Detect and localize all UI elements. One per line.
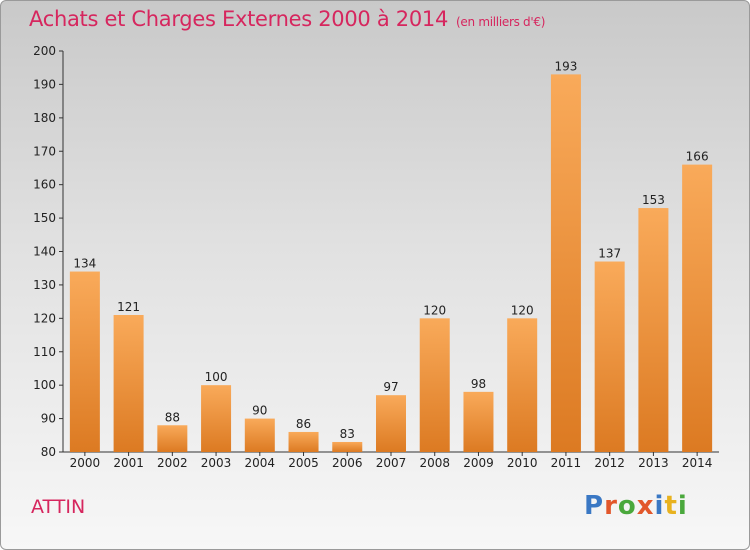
y-tick-label: 170 — [33, 144, 56, 158]
data-label: 100 — [205, 370, 228, 384]
x-tick-label: 2006 — [332, 456, 363, 470]
x-tick-label: 2009 — [463, 456, 494, 470]
data-label: 86 — [296, 417, 311, 431]
y-tick-label: 150 — [33, 211, 56, 225]
y-tick-label: 110 — [33, 345, 56, 359]
y-tick-label: 90 — [41, 412, 56, 426]
logo-letter: i — [654, 491, 665, 521]
data-label: 193 — [554, 59, 577, 73]
data-label: 166 — [686, 150, 709, 164]
x-tick-label: 2011 — [551, 456, 582, 470]
x-tick-label: 2010 — [507, 456, 538, 470]
x-tick-label: 2014 — [682, 456, 713, 470]
x-tick-label: 2000 — [70, 456, 101, 470]
bar — [507, 318, 538, 452]
x-tick-label: 2004 — [245, 456, 276, 470]
bar — [113, 314, 144, 452]
y-tick-label: 80 — [41, 445, 56, 459]
bar — [157, 425, 188, 452]
data-label: 88 — [165, 410, 180, 424]
data-label: 83 — [340, 427, 355, 441]
bar — [419, 318, 450, 452]
x-tick-label: 2013 — [638, 456, 669, 470]
bar — [244, 418, 275, 452]
bar — [550, 74, 581, 453]
y-tick-label: 200 — [33, 44, 56, 58]
bar — [376, 395, 406, 452]
data-label: 137 — [598, 247, 621, 261]
data-label: 120 — [423, 303, 446, 317]
proxiti-logo: Proxiti — [584, 491, 688, 521]
data-label: 134 — [73, 257, 96, 271]
data-label: 121 — [117, 300, 140, 314]
y-tick-label: 160 — [33, 178, 56, 192]
bar — [682, 164, 713, 452]
logo-letter: P — [584, 491, 605, 521]
data-label: 98 — [471, 377, 486, 391]
chart-bars — [69, 74, 713, 453]
data-label: 120 — [511, 303, 534, 317]
y-tick-label: 140 — [33, 245, 56, 259]
x-tick-label: 2001 — [113, 456, 144, 470]
bar — [332, 441, 363, 452]
chart-axes: 80 90 100 110 120 130 140 150 160 170 180 190 200 200… — [33, 44, 719, 470]
x-tick-label: 2005 — [288, 456, 319, 470]
bar — [201, 385, 232, 452]
bar — [594, 261, 625, 452]
x-tick-label: 2012 — [594, 456, 625, 470]
data-label: 97 — [383, 380, 398, 394]
logo-letter: t — [664, 491, 678, 521]
chart-subtitle: (en milliers d'€) — [456, 15, 546, 29]
chart-title-text: Achats et Charges Externes 2000 à 2014 — [29, 7, 449, 31]
logo-letter: o — [617, 491, 637, 521]
chart-title: Achats et Charges Externes 2000 à 2014 (e… — [29, 7, 545, 31]
bar — [288, 431, 319, 452]
x-tick-label: 2002 — [157, 456, 188, 470]
y-tick-label: 120 — [33, 311, 56, 325]
data-label: 153 — [642, 193, 665, 207]
logo-letter: r — [604, 491, 618, 521]
y-tick-label: 180 — [33, 111, 56, 125]
y-tick-label: 130 — [33, 278, 56, 292]
y-tick-label: 190 — [33, 77, 56, 91]
x-tick-label: 2007 — [376, 456, 407, 470]
y-tick-label: 100 — [33, 378, 56, 392]
x-tick-label: 2008 — [419, 456, 450, 470]
data-label: 90 — [252, 404, 267, 418]
chart-data-labels: 134 121 88 100 90 86 83 97 120 98 120 193 137 153 166 — [73, 59, 708, 441]
bar — [463, 391, 494, 452]
x-tick-label: 2003 — [201, 456, 232, 470]
logo-letter: i — [677, 491, 688, 521]
logo-letter: x — [636, 491, 655, 521]
bar — [638, 208, 669, 452]
bar — [69, 271, 100, 452]
place-name: ATTIN — [31, 496, 86, 518]
